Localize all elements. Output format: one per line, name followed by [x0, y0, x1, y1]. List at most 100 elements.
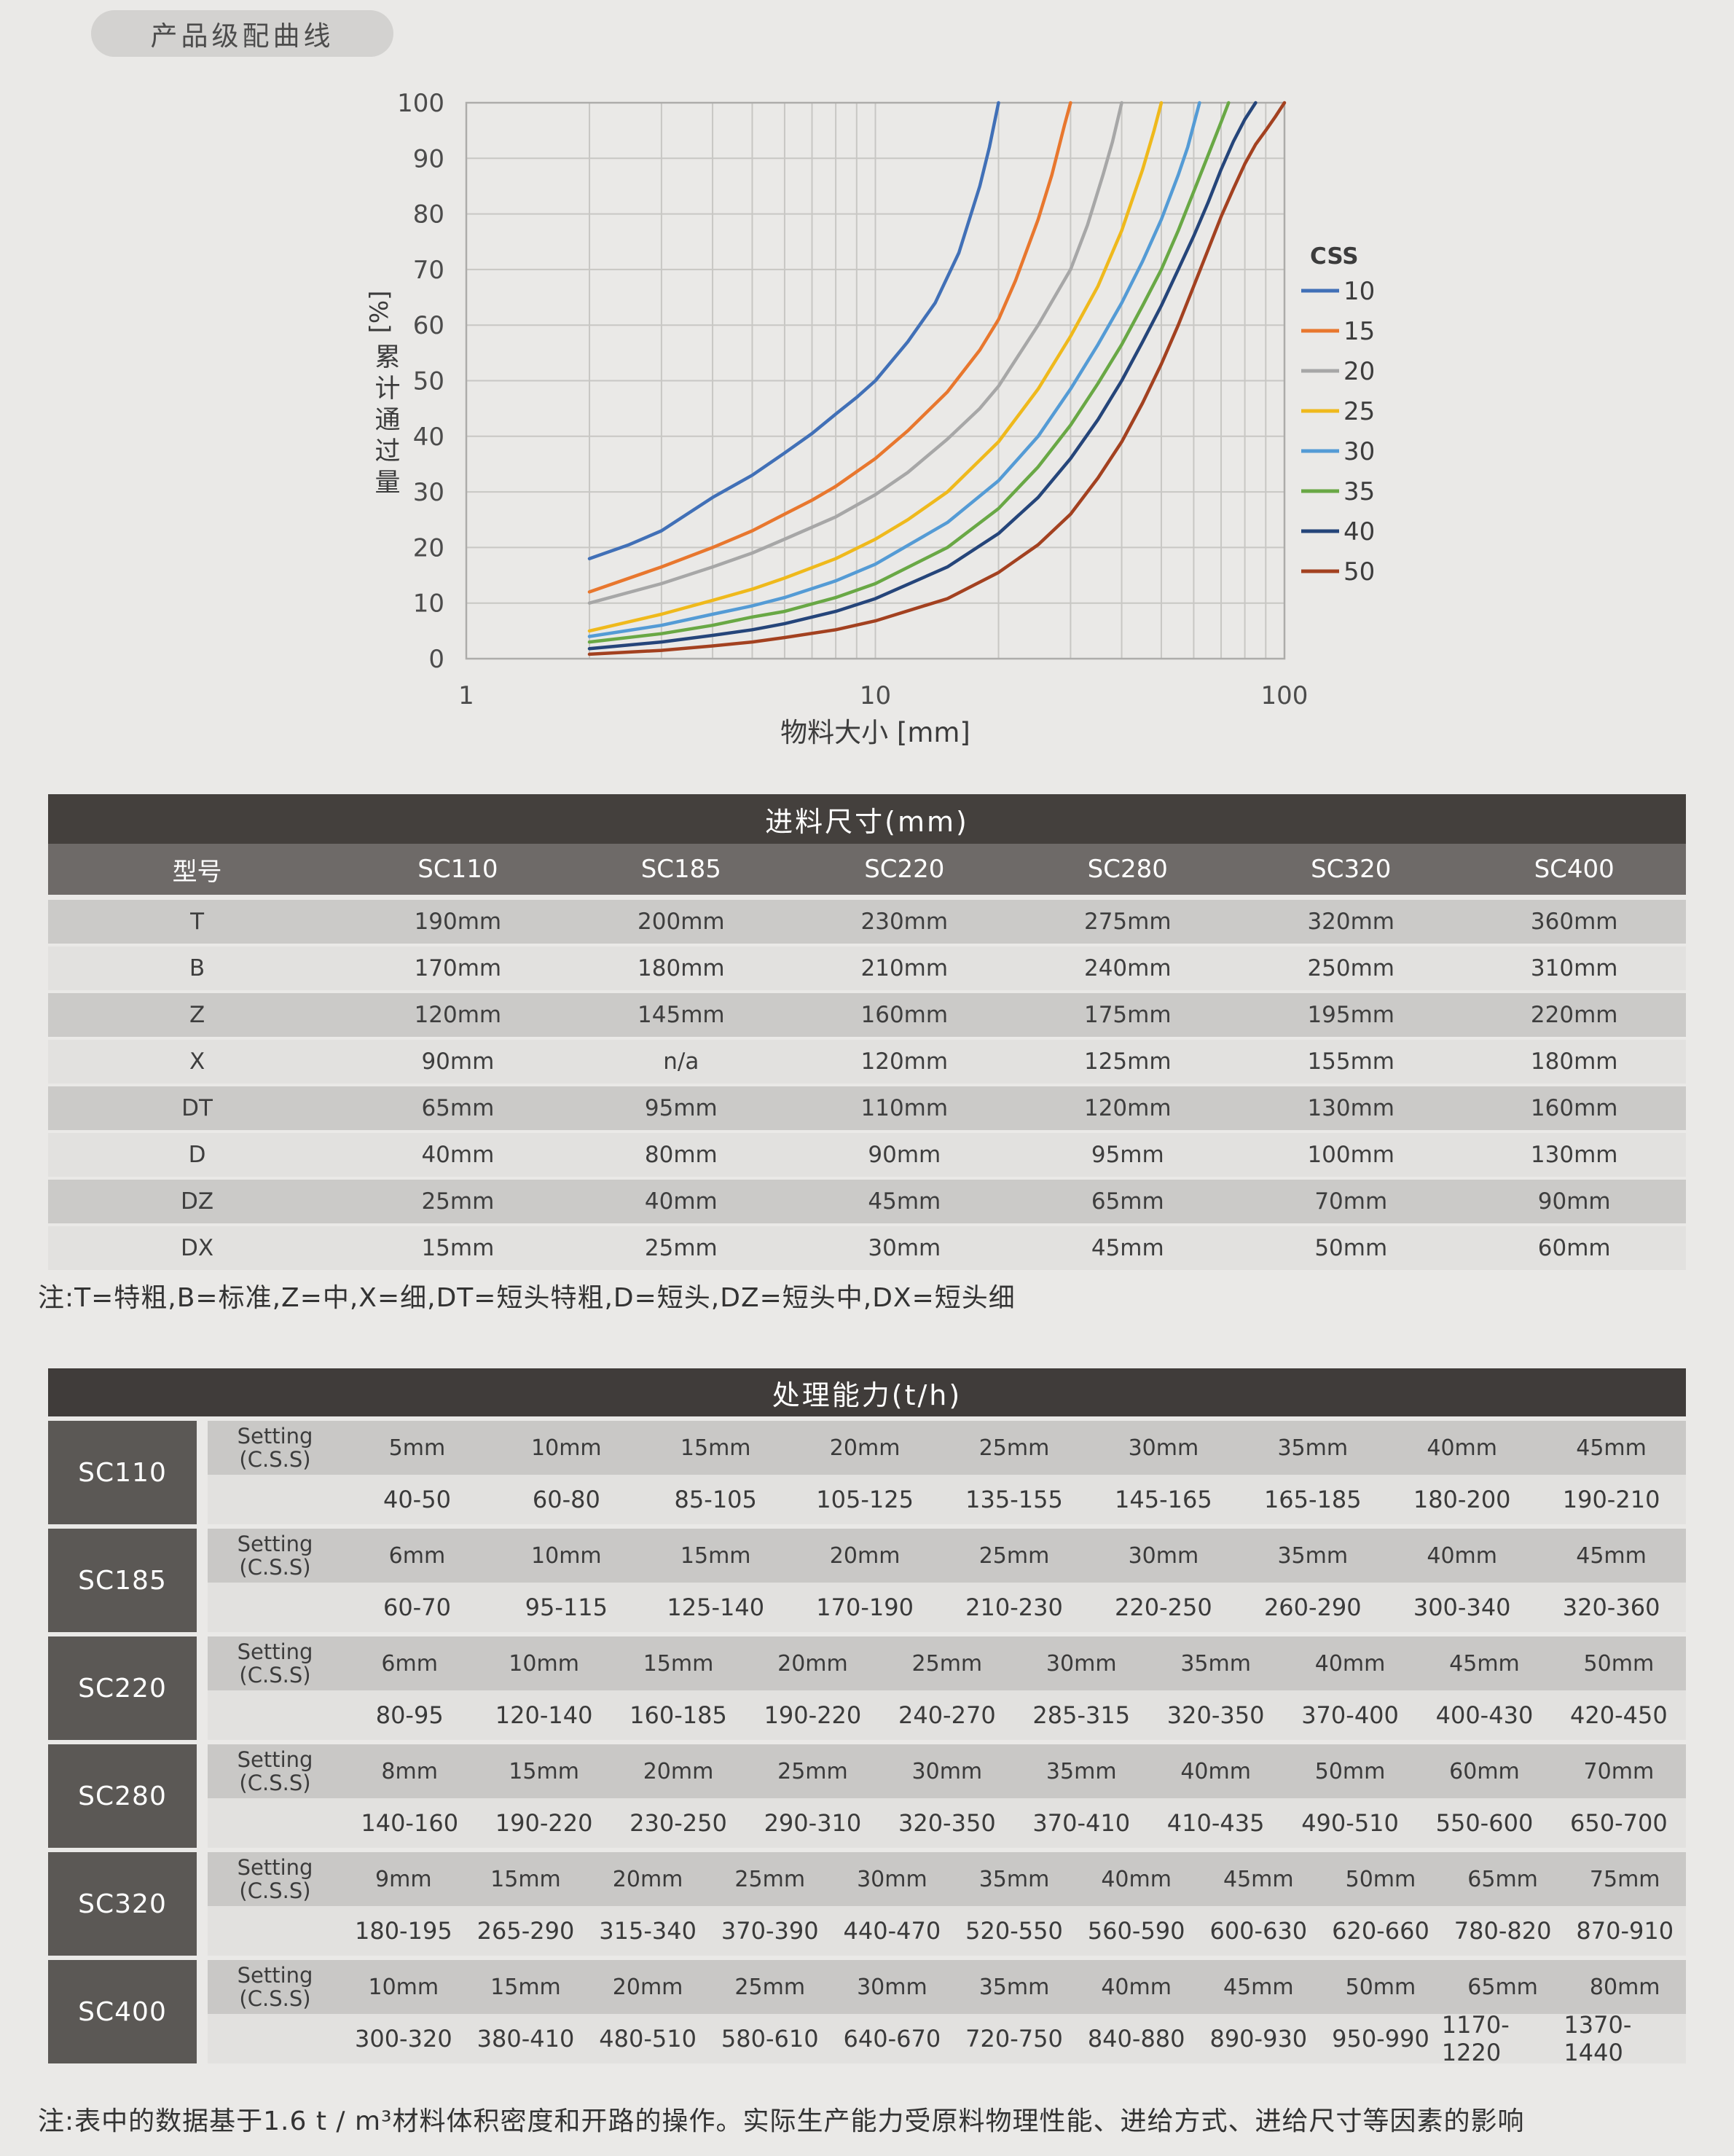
- y-tick-label: 80: [413, 200, 444, 230]
- setting-cell: 25mm: [777, 1758, 848, 1784]
- feed-cell: 80mm: [644, 1142, 718, 1168]
- setting-cell: 9mm: [375, 1866, 432, 1892]
- setting-cell: 15mm: [680, 1435, 751, 1461]
- capacity-cell: 240-270: [898, 1701, 996, 1729]
- capacity-cell: 1370-1440: [1564, 2011, 1632, 2066]
- setting-cell: 50mm: [1345, 1866, 1416, 1892]
- setting-label-line1: Setting: [237, 1531, 313, 1556]
- setting-cell: 10mm: [531, 1435, 602, 1461]
- capacity-block: SC220 Setting (C.S.S) 6mm 10mm 15mm 20mm 25mm 30…: [48, 1636, 1686, 1740]
- capacity-block-rows: Setting (C.S.S) 8mm 15mm 20mm 25mm 30mm 35mm 40m…: [208, 1744, 1686, 1848]
- setting-cell: 30mm: [857, 1866, 927, 1892]
- setting-row: Setting (C.S.S) 9mm 15mm 20mm 25mm 30mm 35mm 40m…: [208, 1852, 1686, 1906]
- feed-row-label: T: [190, 909, 205, 935]
- feed-cell: 15mm: [421, 1235, 495, 1261]
- capacity-cell: 60-80: [532, 1486, 600, 1513]
- capacity-cell: 265-290: [476, 1917, 575, 1945]
- capacity-block-rows: Setting (C.S.S) 10mm 15mm 20mm 25mm 30mm 35mm 40…: [208, 1960, 1686, 2066]
- setting-cell: 20mm: [829, 1542, 901, 1569]
- setting-cell: 20mm: [612, 1866, 683, 1892]
- setting-cell: 15mm: [643, 1650, 714, 1677]
- capacity-cell: 650-700: [1570, 1809, 1668, 1837]
- capacity-cell: 840-880: [1087, 2025, 1185, 2053]
- y-axis-label-char: 通: [374, 406, 400, 435]
- setting-cell: 10mm: [531, 1542, 602, 1569]
- setting-cell: 50mm: [1345, 1974, 1416, 2000]
- setting-css-label: Setting (C.S.S): [208, 1636, 342, 1690]
- page-badge: 产品级配曲线: [91, 10, 393, 57]
- feed-cell: 30mm: [868, 1235, 941, 1261]
- feed-cell: 120mm: [1083, 1095, 1172, 1121]
- feed-table-row: D 40mm 80mm 90mm 95mm 100mm 130mm: [48, 1133, 1686, 1177]
- setting-label-spacer: [208, 1690, 342, 1740]
- setting-label-line2: (C.S.S): [239, 1771, 311, 1795]
- feed-cell: 125mm: [1083, 1048, 1172, 1075]
- capacity-cell: 640-670: [843, 2025, 941, 2053]
- model-cell: SC280: [48, 1744, 197, 1848]
- capacity-cell: 60-70: [382, 1594, 451, 1621]
- setting-label-spacer: [208, 1583, 342, 1632]
- feed-cell: 180mm: [1530, 1048, 1618, 1075]
- setting-row: Setting (C.S.S) 6mm 10mm 15mm 20mm 25mm 30mm 35m…: [208, 1529, 1686, 1583]
- setting-label-line1: Setting: [237, 1747, 313, 1772]
- feed-size-table: 进料尺寸(mm) 型号 SC110 SC185 SC220 SC280 SC320 SC40…: [48, 794, 1686, 1270]
- plot-border: [465, 101, 1286, 660]
- setting-cell: 6mm: [381, 1650, 438, 1677]
- feed-cell: 110mm: [860, 1095, 949, 1121]
- setting-cell: 15mm: [490, 1866, 561, 1892]
- capacity-cell: 40-50: [382, 1486, 451, 1513]
- capacity-cell: 410-435: [1166, 1809, 1265, 1837]
- capacity-cell: 105-125: [816, 1486, 914, 1513]
- capacity-cell: 520-550: [965, 1917, 1063, 1945]
- capacity-cell: 600-630: [1209, 1917, 1308, 1945]
- capacity-block-rows: Setting (C.S.S) 6mm 10mm 15mm 20mm 25mm 30mm 35m…: [208, 1529, 1686, 1632]
- feed-row-label: B: [189, 955, 205, 981]
- feed-cell: n/a: [663, 1048, 699, 1075]
- feed-cell: 320mm: [1307, 909, 1395, 935]
- y-tick-label: 40: [413, 423, 444, 452]
- setting-label-line1: Setting: [237, 1962, 313, 1988]
- capacity-cell: 300-320: [354, 2025, 452, 2053]
- series-css-20: [587, 101, 1123, 605]
- setting-css-label: Setting (C.S.S): [208, 1852, 342, 1906]
- setting-css-label: Setting (C.S.S): [208, 1529, 342, 1583]
- setting-cell: 35mm: [1046, 1758, 1117, 1784]
- y-tick-label: 50: [413, 367, 444, 396]
- setting-cell: 20mm: [612, 1974, 683, 2000]
- setting-cell: 30mm: [1046, 1650, 1117, 1677]
- setting-cell: 45mm: [1223, 1866, 1294, 1892]
- y-axis-label-char: 累: [374, 343, 400, 372]
- capacity-cell: 190-220: [495, 1809, 593, 1837]
- feed-cell: 250mm: [1307, 955, 1395, 981]
- setting-cell: 25mm: [978, 1542, 1050, 1569]
- legend-item-label: 50: [1343, 557, 1375, 587]
- capacity-row: 140-160 190-220 230-250 290-310 320-350 370-4…: [208, 1798, 1686, 1848]
- y-axis-label-char: 计: [374, 375, 400, 404]
- capacity-block: SC280 Setting (C.S.S) 8mm 15mm 20mm 25mm 30mm 35…: [48, 1744, 1686, 1848]
- feed-column-header: SC320: [1311, 855, 1392, 884]
- capacity-block-rows: Setting (C.S.S) 5mm 10mm 15mm 20mm 25mm 30mm 35m…: [208, 1421, 1686, 1524]
- capacity-cell: 230-250: [629, 1809, 727, 1837]
- setting-cell: 5mm: [388, 1435, 446, 1461]
- capacity-cell: 320-350: [1166, 1701, 1265, 1729]
- feed-cell: 25mm: [421, 1188, 495, 1215]
- capacity-cell: 145-165: [1115, 1486, 1212, 1513]
- setting-cell: 60mm: [1449, 1758, 1520, 1784]
- setting-cell: 45mm: [1223, 1974, 1294, 2000]
- setting-label-spacer: [208, 2014, 342, 2063]
- feed-cell: 160mm: [860, 1002, 949, 1028]
- capacity-cell: 180-200: [1413, 1486, 1511, 1513]
- feed-cell: 160mm: [1530, 1095, 1618, 1121]
- setting-cell: 50mm: [1583, 1650, 1655, 1677]
- capacity-cell: 85-105: [674, 1486, 757, 1513]
- capacity-row: 180-195 265-290 315-340 370-390 440-470 520-5…: [208, 1906, 1686, 1956]
- setting-cell: 75mm: [1589, 1866, 1660, 1892]
- gradation-chart: 0 10 20 30 40 50 60 70 80 90 100 1 10 100 物料大小 [mm] [%]…: [335, 44, 1545, 780]
- feed-table-row: DX 15mm 25mm 30mm 45mm 50mm 60mm: [48, 1226, 1686, 1270]
- legend-item-label: 40: [1343, 517, 1375, 546]
- feed-cell: 45mm: [868, 1188, 941, 1215]
- feed-cell: 60mm: [1537, 1235, 1611, 1261]
- setting-row: Setting (C.S.S) 5mm 10mm 15mm 20mm 25mm 30mm 35m…: [208, 1421, 1686, 1475]
- capacity-cell: 170-190: [816, 1594, 914, 1621]
- capacity-cell: 380-410: [476, 2025, 575, 2053]
